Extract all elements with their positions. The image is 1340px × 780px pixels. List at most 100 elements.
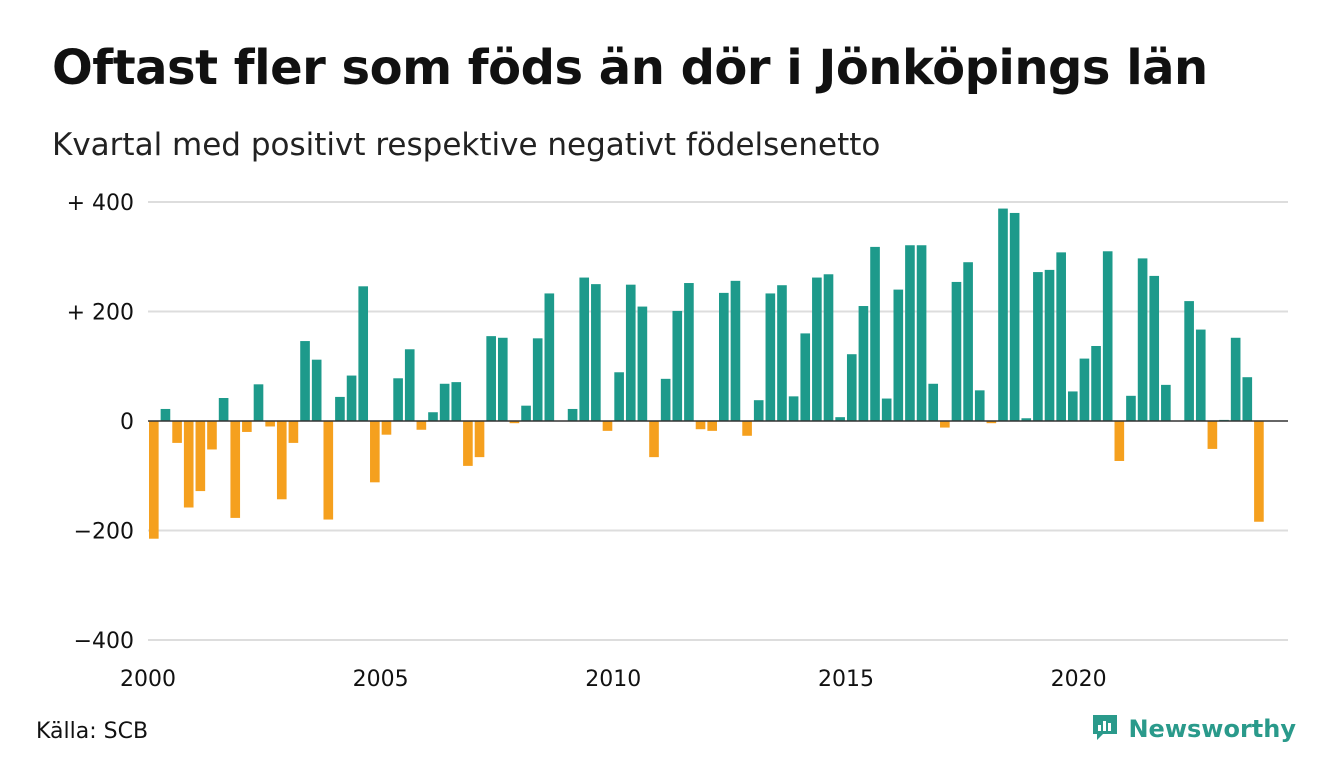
bar-2006-q1 [428,412,438,421]
bar-2013-q3 [777,285,787,421]
bar-2021-q4 [1161,384,1171,421]
bar-2018-q1 [986,421,997,424]
bar-2006-q4 [463,421,473,466]
bar-2001-q3 [218,398,229,421]
bar-2023-q3 [1242,377,1253,421]
bar-2017-q1 [940,421,950,428]
bar-2019-q1 [1033,272,1043,421]
bar-2010-q4 [649,421,659,458]
brand-name: Newsworthy [1128,715,1296,743]
bar-2009-q3 [591,284,601,422]
bar-2022-q2 [1184,301,1194,421]
chart-subtitle: Kvartal med positivt respektive negativt… [52,127,881,163]
bar-2008-q1 [521,405,531,421]
x-tick-label: 2020 [1051,667,1107,692]
bar-2004-q1 [335,396,345,421]
bar-2005-q3 [404,349,415,421]
bar-2001-q4 [230,421,241,518]
bar-2006-q2 [439,383,450,421]
bar-2008-q3 [544,293,555,421]
bar-2011-q1 [660,378,671,421]
bar-2020-q3 [1102,251,1113,421]
bar-2016-q3 [916,245,927,421]
bar-2011-q2 [672,310,683,421]
bar-2002-q4 [276,421,287,500]
bar-2012-q2 [719,292,729,421]
x-tick-label: 2000 [120,667,176,692]
bar-2018-q4 [1021,418,1032,421]
y-tick-label: 0 [120,410,134,435]
newsworthy-logo-icon [1090,712,1120,746]
bar-2022-q4 [1207,421,1218,449]
bar-2007-q2 [486,336,496,421]
bar-2014-q4 [835,417,845,421]
bar-2002-q2 [253,384,264,421]
bar-2015-q1 [846,354,857,421]
bar-2002-q3 [265,421,275,427]
bar-2016-q4 [928,383,939,421]
bar-2013-q1 [753,400,764,421]
bar-2000-q2 [160,408,171,421]
bar-2006-q3 [451,382,462,421]
bar-2018-q2 [998,208,1008,421]
bar-2005-q2 [393,378,403,421]
bar-2012-q4 [742,421,752,436]
bar-2011-q3 [684,283,694,421]
bar-2017-q4 [974,390,985,421]
bar-2019-q4 [1067,391,1078,421]
bar-2015-q2 [858,306,869,421]
bar-2021-q3 [1149,275,1160,421]
bar-2015-q3 [870,246,880,421]
bar-2016-q2 [905,245,915,421]
bar-2016-q1 [893,289,904,421]
bar-2014-q3 [823,274,834,421]
bar-2001-q1 [195,421,206,492]
bar-2004-q3 [358,286,369,421]
bar-2004-q4 [370,421,380,483]
bar-2003-q3 [311,359,322,421]
bar-2017-q3 [963,262,973,421]
x-tick-label: 2015 [818,667,874,692]
bar-2007-q4 [509,421,520,424]
bar-2003-q1 [288,421,299,443]
bar-2013-q2 [765,293,776,421]
bar-2013-q4 [788,396,799,421]
bar-2015-q4 [881,398,892,421]
y-tick-label: −400 [74,629,134,654]
bar-2007-q1 [474,421,485,458]
bar-2009-q1 [567,408,578,421]
bar-2019-q2 [1044,269,1055,421]
bar-2000-q3 [172,421,182,443]
brand: Newsworthy [1090,712,1296,746]
bar-2017-q2 [951,281,962,421]
source-note: Källa: SCB [36,719,149,744]
bar-2004-q2 [346,375,357,421]
gridlines [148,201,1288,641]
chart-title: Oftast fler som föds än dör i Jönköpings… [52,40,1208,96]
bar-2014-q1 [800,333,811,421]
bar-2023-q4 [1254,421,1264,522]
y-tick-label: −200 [74,520,134,545]
bar-chart: + 400 + 200 0 −200 −400 2000 2005 2010 2015 2020 [67,191,1288,692]
bar-2000-q1 [149,421,159,539]
x-tick-label: 2005 [353,667,409,692]
bar-2023-q2 [1230,337,1241,421]
bar-2020-q1 [1079,358,1090,421]
bar-2007-q3 [497,337,508,421]
bar-2009-q2 [579,277,590,421]
bar-2003-q4 [323,421,334,520]
bar-2014-q2 [812,277,822,421]
bar-2022-q3 [1195,329,1206,421]
bar-2008-q2 [532,338,543,421]
bars [149,208,1264,539]
bar-2020-q2 [1091,345,1101,421]
bar-2012-q3 [730,280,741,421]
x-tick-label: 2010 [585,667,641,692]
y-tick-label: + 200 [67,301,134,326]
bar-2012-q1 [707,421,717,431]
y-tick-label: + 400 [67,191,134,216]
bar-2010-q1 [614,372,624,421]
bar-2018-q3 [1009,212,1020,421]
bar-2000-q4 [183,421,194,508]
bar-2021-q2 [1137,258,1148,421]
